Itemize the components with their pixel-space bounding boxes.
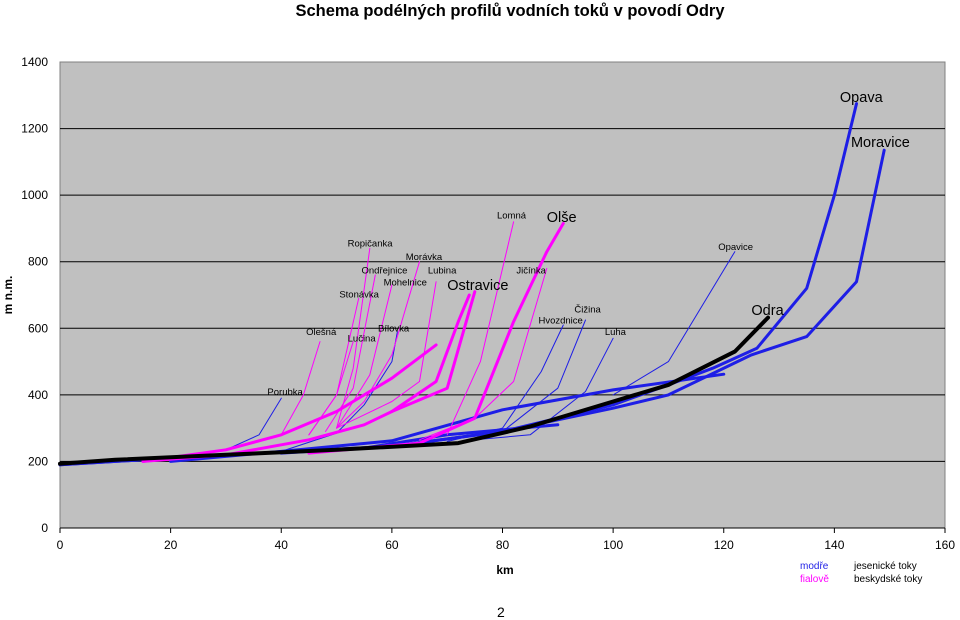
page-number: 2 — [497, 604, 505, 620]
x-axis-label: km — [496, 563, 513, 577]
series-line-unnamed-14 — [141, 343, 438, 463]
y-tick-label: 600 — [28, 321, 48, 335]
legend-color-word-blue: modře — [800, 561, 829, 572]
river-label: Porubka — [267, 387, 303, 398]
river-label: Lomná — [497, 210, 527, 221]
series-line-olesna — [280, 341, 321, 436]
series-line-odra — [58, 315, 770, 466]
river-label: Jičínka — [516, 265, 546, 276]
y-axis-label: m n.m. — [1, 276, 15, 315]
river-label: Ostravice — [447, 278, 508, 294]
y-tick-label: 1200 — [21, 122, 48, 136]
series-line-lomna — [446, 221, 515, 436]
river-label: Moravice — [851, 135, 910, 151]
y-tick-label: 0 — [41, 521, 48, 535]
odra-line — [58, 315, 770, 466]
legend-row-beskydy: fialově beskydské toky — [798, 573, 958, 586]
river-labels: Opava Moravice Olše Ostravice Odra Opavice Lom… — [267, 90, 909, 398]
series-line-lubina — [336, 281, 437, 429]
series-line-cizina — [419, 319, 586, 443]
series-line-moravka — [336, 261, 420, 429]
river-label: Olše — [547, 210, 577, 226]
river-label: Ropičanka — [348, 239, 394, 250]
x-tick-label: 100 — [603, 538, 623, 552]
river-label: Čižina — [574, 304, 601, 315]
river-label: Lubina — [428, 265, 457, 276]
river-label: Olešná — [306, 327, 337, 338]
plot-area — [59, 61, 946, 529]
series-line-ropicanka — [336, 247, 371, 429]
y-tick-label: 200 — [28, 454, 48, 468]
river-label: Luha — [605, 327, 627, 338]
y-tick-label: 400 — [28, 388, 48, 402]
x-tick-labels: 0 20 40 60 80 100 120 140 160 — [57, 528, 955, 552]
series-line-bilovka — [280, 331, 398, 452]
legend-group-jesenik: jesenické toky — [854, 561, 917, 572]
river-label: Ondřejnice — [361, 265, 407, 276]
legend: modře jesenické toky fialově beskydské t… — [798, 560, 958, 586]
river-label: Opavice — [718, 242, 753, 253]
x-tick-label: 160 — [935, 538, 955, 552]
series-line-mohelnice — [336, 284, 393, 429]
river-label: Stonávka — [339, 290, 379, 301]
x-tick-label: 140 — [824, 538, 844, 552]
y-tick-label: 1000 — [21, 188, 48, 202]
series-line-opavice — [612, 251, 736, 396]
river-label: Odra — [751, 303, 784, 319]
x-tick-label: 80 — [496, 538, 510, 552]
x-tick-label: 60 — [385, 538, 399, 552]
series-line-ondrejnice — [325, 274, 376, 432]
series-line-luha — [474, 337, 614, 441]
series-line-jicinka — [419, 267, 548, 441]
x-tick-label: 20 — [164, 538, 178, 552]
legend-color-word-magenta: fialově — [800, 574, 829, 585]
river-label: Morávka — [406, 252, 443, 263]
y-tick-labels: 0 200 400 600 800 1000 1200 1400 — [21, 55, 48, 535]
legend-row-jesenik: modře jesenické toky — [798, 560, 958, 573]
river-label: Bílovka — [378, 324, 410, 335]
x-tick-label: 120 — [714, 538, 734, 552]
chart-title: Schema podélných profilů vodních toků v … — [295, 2, 725, 20]
y-tick-label: 1400 — [21, 55, 48, 69]
x-tick-label: 0 — [57, 538, 64, 552]
series-line-porubka — [225, 397, 282, 451]
river-label: Mohelnice — [384, 278, 427, 289]
river-label: Hvozdnice — [538, 315, 582, 326]
series-line-hvozdnice — [446, 324, 564, 442]
y-tick-label: 800 — [28, 255, 48, 269]
river-label: Lučina — [348, 334, 377, 345]
series-line-ostravice — [390, 293, 471, 413]
river-label: Opava — [840, 90, 884, 106]
series-line-lucina — [308, 341, 354, 436]
x-tick-label: 40 — [275, 538, 289, 552]
legend-group-beskydy: beskydské toky — [854, 574, 923, 585]
